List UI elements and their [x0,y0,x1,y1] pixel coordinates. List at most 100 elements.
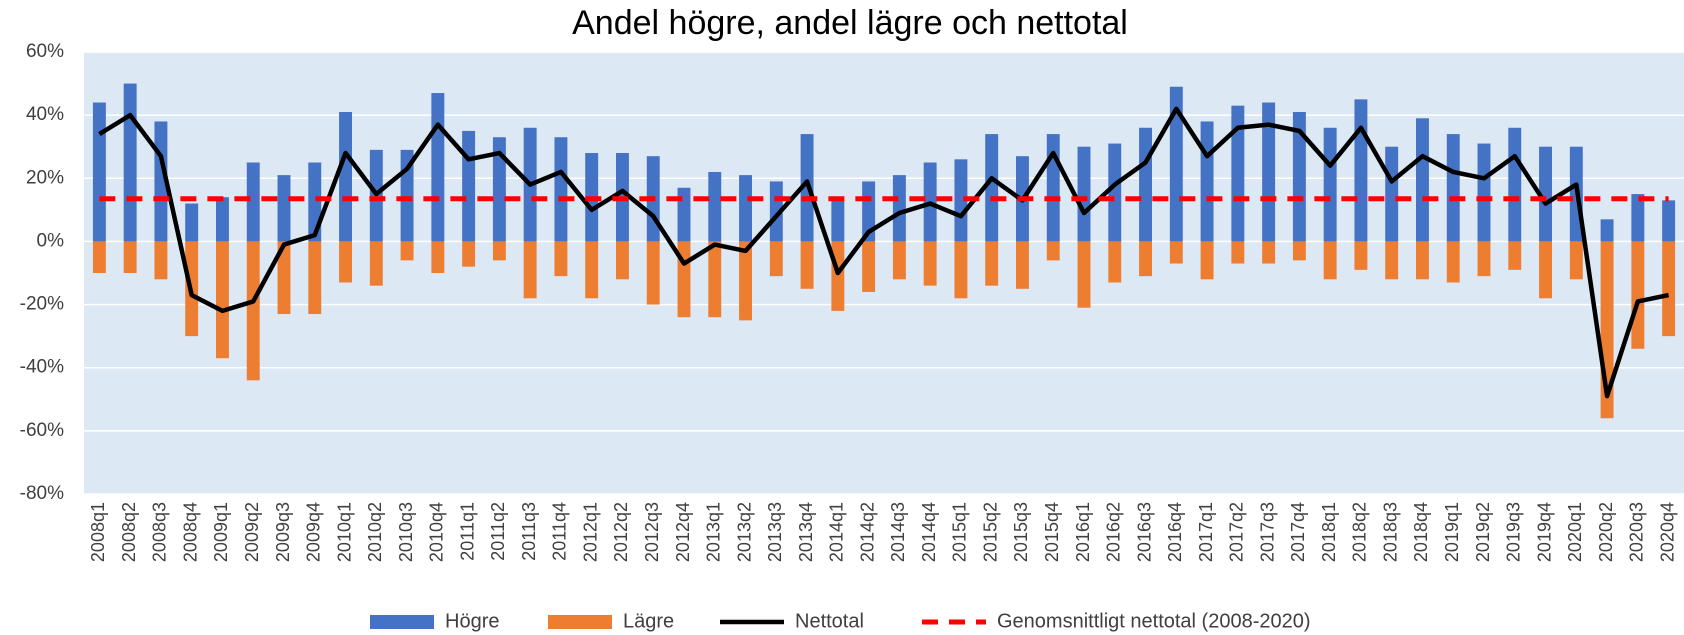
bar [985,134,999,242]
bar [216,197,229,242]
x-tick-label: 2013q3 [765,502,785,562]
x-tick-label: 2009q2 [242,502,262,562]
bar [92,102,106,242]
chart-title: Andel högre, andel lägre och nettotal [572,4,1128,42]
bar [954,159,968,242]
bar [554,137,568,242]
bar [462,130,476,242]
y-tick-label: 0% [37,230,65,251]
bar [308,241,322,315]
x-tick-label: 2014q2 [857,502,877,562]
line [98,106,1670,399]
bar [800,241,814,289]
x-tick-label: 2015q2 [980,502,1000,562]
bar [369,241,383,286]
bar [1354,241,1368,270]
bar [1077,241,1091,308]
bar [523,241,537,299]
bar [1292,111,1306,242]
bar [1539,241,1552,299]
bar [123,83,137,242]
bar [1108,241,1122,283]
x-tick-label: 2012q3 [642,502,662,562]
bar [708,171,722,242]
x-tick-label: 2016q2 [1104,502,1124,562]
bar [1016,241,1029,289]
x-tick-label: 2016q3 [1134,502,1154,562]
x-tick-label: 2014q1 [827,502,847,562]
bar [1169,86,1183,242]
x-tick-label: 2012q2 [611,502,631,562]
x-tick-label: 2018q1 [1319,502,1339,562]
plot-area [84,52,1684,494]
bar [1323,127,1337,242]
x-tick-label: 2017q3 [1257,502,1277,562]
bar [185,203,199,242]
legend-label: Högre [445,610,499,632]
x-tick-label: 2019q3 [1504,502,1524,562]
x-tick-label: 2010q1 [334,502,354,562]
x-tick-label: 2019q4 [1534,502,1554,562]
bar [1446,241,1460,283]
x-tick-label: 2017q1 [1196,502,1216,562]
x-tick-label: 2010q3 [396,502,416,562]
bar [277,175,291,242]
x-tick-label: 2020q4 [1657,502,1677,562]
bar [1416,118,1429,242]
bar [1416,241,1429,280]
y-tick-label: 20% [26,167,64,188]
x-tick-label: 2017q4 [1288,502,1308,562]
x-tick-label: 2012q4 [673,502,693,562]
bar [462,241,476,267]
bar [769,241,783,277]
x-tick-label: 2009q4 [304,502,324,562]
bar [339,241,352,283]
bar [246,162,260,242]
x-tick-label: 2018q2 [1350,502,1370,562]
y-tick-label: 60% [26,41,64,62]
bar [1539,146,1552,242]
x-tick-label: 2013q1 [704,502,724,562]
bar [1508,241,1522,270]
x-tick-label: 2011q4 [550,502,570,561]
bar [123,241,137,273]
x-tick-label: 2020q1 [1565,502,1585,562]
bar [1169,241,1183,264]
x-tick-label: 2010q4 [427,502,447,562]
x-tick-label: 2020q2 [1596,502,1616,562]
legend-label: Lägre [623,610,674,632]
legend-swatch [370,615,434,629]
bar [1385,146,1399,242]
bar [892,175,906,242]
bar [1046,134,1060,242]
y-tick-label: -20% [20,294,64,315]
x-tick-label: 2012q1 [580,502,600,562]
bar [1569,241,1583,280]
bar [92,241,106,273]
bar [1662,200,1676,242]
y-tick-label: -60% [20,420,64,441]
bar [1631,194,1645,242]
bar [1385,241,1399,280]
x-tick-label: 2013q4 [796,502,816,562]
x-tick-label: 2010q2 [365,502,385,562]
bar [1477,143,1491,242]
x-tick-label: 2014q4 [919,502,939,562]
bar [739,175,752,242]
bar [1046,241,1060,261]
x-tick-label: 2008q1 [88,502,108,562]
bar [339,111,352,242]
bar [1292,241,1306,261]
legend-swatch [548,615,612,629]
x-tick-label: 2019q1 [1442,502,1462,562]
legend-label: Genomsnittligt nettotal (2008-2020) [997,610,1311,632]
bar [585,241,599,299]
bar [277,241,291,315]
bar [1231,241,1245,264]
bar [216,241,229,359]
bar [1662,241,1676,337]
bar [1477,241,1491,277]
x-tick-label: 2008q3 [150,502,170,562]
x-tick-label: 2017q2 [1227,502,1247,562]
bar [1139,241,1152,277]
